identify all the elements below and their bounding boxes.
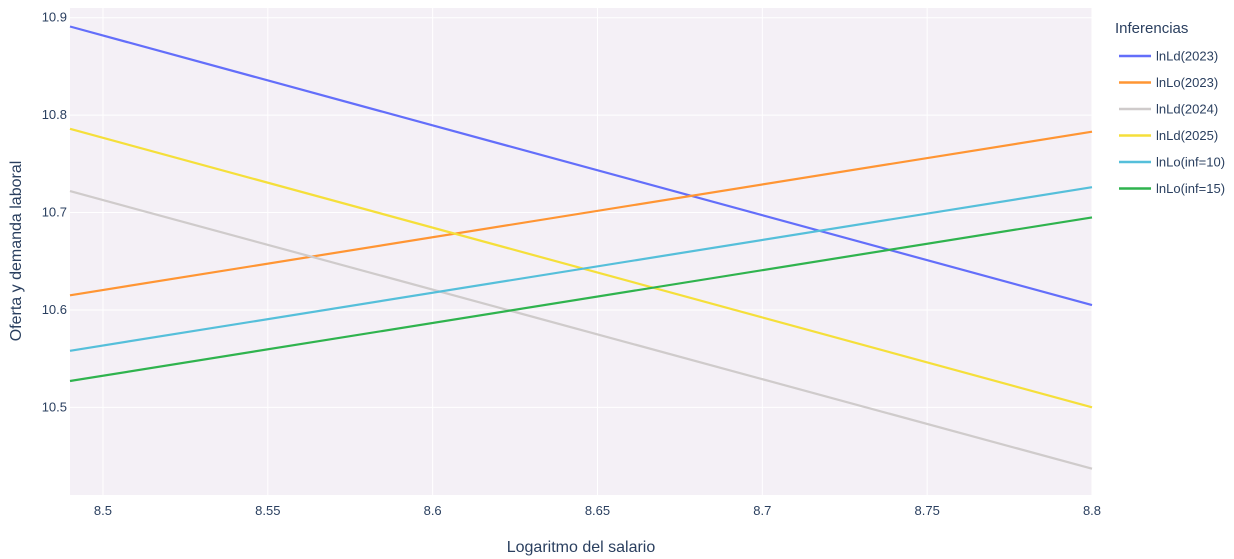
- x-tick-label: 8.6: [424, 503, 442, 518]
- series-line-1: [69, 130, 1093, 297]
- plot-area: [70, 8, 1092, 495]
- legend-item[interactable]: lnLd(2024): [1119, 102, 1218, 117]
- legend-label: lnLo(2023): [1156, 75, 1218, 90]
- series-line-5: [69, 216, 1093, 383]
- y-tick-label: 10.9: [42, 10, 67, 25]
- x-tick-label: 8.75: [915, 503, 940, 518]
- y-tick-label: 10.7: [42, 205, 67, 220]
- series-line-2: [69, 190, 1093, 470]
- x-axis-ticks: 8.5 8.55 8.6 8.65 8.7 8.75 8.8: [94, 503, 1101, 518]
- legend-item[interactable]: lnLd(2023): [1119, 49, 1218, 64]
- legend-item[interactable]: lnLo(inf=15): [1119, 181, 1225, 196]
- y-tick-label: 10.5: [42, 399, 67, 414]
- grid-lines: [70, 8, 1093, 495]
- x-tick-label: 8.65: [585, 503, 610, 518]
- y-tick-label: 10.8: [42, 107, 67, 122]
- legend-item[interactable]: lnLo(2023): [1119, 75, 1218, 90]
- legend-label: lnLd(2023): [1156, 49, 1218, 64]
- x-tick-label: 8.7: [753, 503, 771, 518]
- legend-label: lnLo(inf=10): [1156, 155, 1225, 170]
- legend-items: lnLd(2023) lnLo(2023) lnLd(2024) lnLd(2025)…: [1119, 49, 1225, 196]
- y-axis-ticks: 10.5 10.6 10.7 10.8 10.9: [42, 10, 67, 415]
- series-line-4: [69, 186, 1093, 352]
- legend-label: lnLo(inf=15): [1156, 181, 1225, 196]
- legend-label: lnLd(2025): [1156, 128, 1218, 143]
- legend-item[interactable]: lnLd(2025): [1119, 128, 1218, 143]
- series-lines: [69, 25, 1093, 470]
- x-tick-label: 8.5: [94, 503, 112, 518]
- x-tick-label: 8.55: [255, 503, 280, 518]
- series-line-0: [69, 25, 1093, 307]
- legend-label: lnLd(2024): [1156, 102, 1218, 117]
- legend-item[interactable]: lnLo(inf=10): [1119, 155, 1225, 170]
- legend-title: Inferencias: [1115, 20, 1188, 37]
- legend: Inferencias lnLd(2023)lnLo(2023)lnLd(202…: [1115, 20, 1225, 196]
- x-tick-label: 8.8: [1083, 503, 1101, 518]
- y-tick-label: 10.6: [42, 302, 67, 317]
- x-axis-title: Logaritmo del salario: [507, 539, 656, 556]
- y-axis-title: Oferta y demanda laboral: [8, 161, 25, 342]
